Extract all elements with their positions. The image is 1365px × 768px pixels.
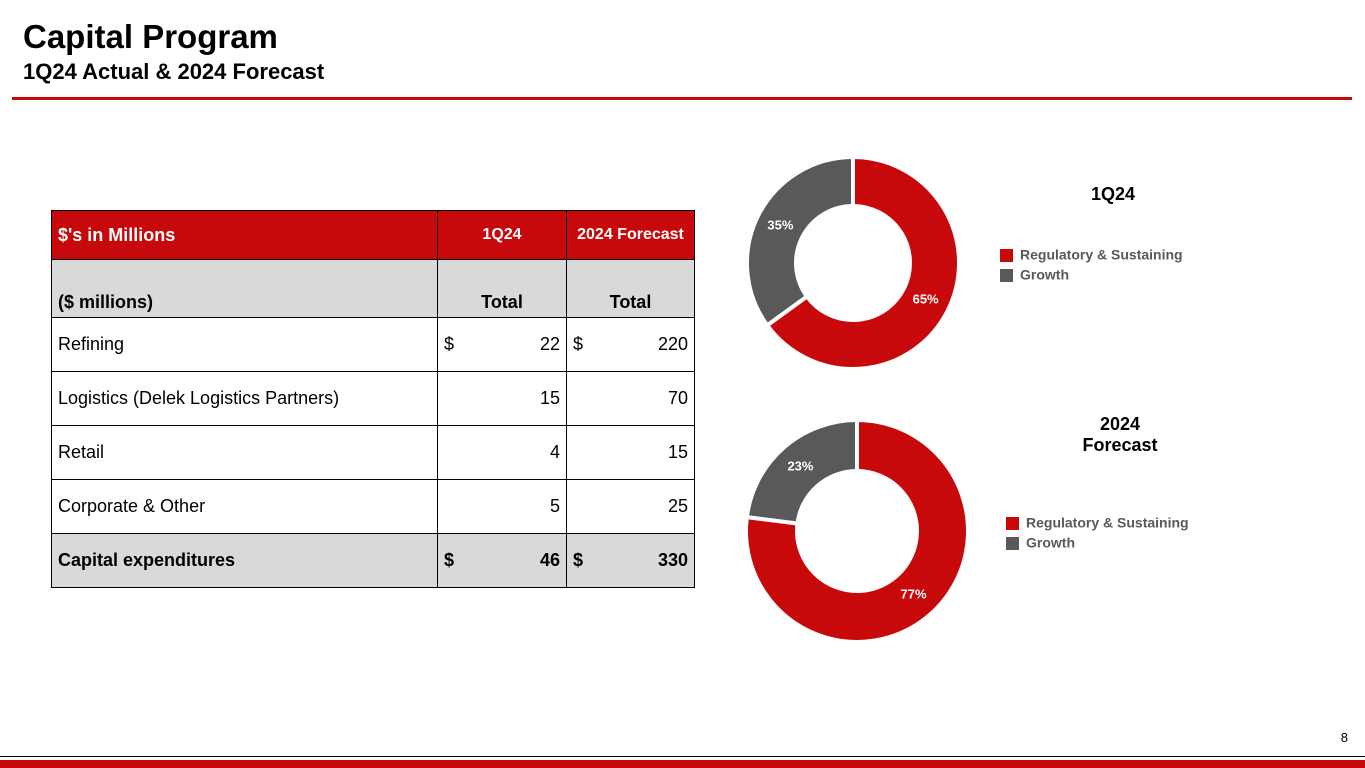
amount: 46 bbox=[539, 550, 560, 570]
value: 15 bbox=[573, 442, 688, 463]
footer-rule bbox=[0, 756, 1365, 757]
donut-slice bbox=[744, 417, 970, 644]
data-label: 77% bbox=[901, 587, 927, 602]
currency: $ bbox=[444, 334, 455, 354]
amount: 220 bbox=[657, 334, 688, 354]
value-cell: 5 bbox=[437, 479, 567, 534]
slide-title: Capital Program bbox=[23, 18, 278, 55]
table-row: Capital expenditures $46 $330 bbox=[51, 533, 695, 588]
amount: 5 bbox=[549, 496, 560, 516]
row-label: Corporate & Other bbox=[51, 479, 438, 534]
subheader-cell: ($ millions) bbox=[51, 259, 438, 318]
value-cell: $46 bbox=[437, 533, 567, 588]
table-row: Refining $22 $220 bbox=[51, 317, 695, 372]
amount: 4 bbox=[549, 442, 560, 462]
subheader-cell: Total bbox=[437, 259, 567, 318]
value: $330 bbox=[573, 550, 688, 571]
header-cell: 1Q24 bbox=[437, 210, 567, 260]
value: $46 bbox=[444, 550, 560, 571]
subheader-row: ($ millions) Total Total bbox=[51, 259, 695, 318]
amount: 70 bbox=[667, 388, 688, 408]
value-cell: 15 bbox=[437, 371, 567, 426]
table-row: Corporate & Other 5 25 bbox=[51, 479, 695, 534]
value-cell: $220 bbox=[566, 317, 695, 372]
value-cell: $330 bbox=[566, 533, 695, 588]
currency: $ bbox=[573, 334, 584, 354]
row-label: Capital expenditures bbox=[51, 533, 438, 588]
legend-label: Regulatory & Sustaining bbox=[1026, 515, 1189, 531]
amount: 15 bbox=[539, 388, 560, 408]
data-label: 23% bbox=[787, 458, 813, 473]
page-number: 8 bbox=[1340, 730, 1348, 745]
donut-slice bbox=[744, 417, 859, 526]
legend-swatch bbox=[1000, 269, 1013, 282]
row-label: Logistics (Delek Logistics Partners) bbox=[51, 371, 438, 426]
legend-label: Regulatory & Sustaining bbox=[1020, 247, 1183, 263]
footer-bar bbox=[0, 760, 1365, 768]
value-cell: $22 bbox=[437, 317, 567, 372]
legend-label: Growth bbox=[1020, 267, 1069, 283]
legend-label: Growth bbox=[1026, 535, 1075, 551]
value: 15 bbox=[444, 388, 560, 409]
amount: 25 bbox=[667, 496, 688, 516]
value: 4 bbox=[444, 442, 560, 463]
amount: 15 bbox=[667, 442, 688, 462]
value: 5 bbox=[444, 496, 560, 517]
value: 70 bbox=[573, 388, 688, 409]
donut-slice bbox=[745, 154, 855, 329]
table-row: Retail 4 15 bbox=[51, 425, 695, 480]
currency: $ bbox=[573, 550, 584, 570]
legend-swatch bbox=[1006, 537, 1019, 550]
title-rule bbox=[12, 97, 1352, 100]
data-label: 65% bbox=[913, 291, 939, 306]
amount: 330 bbox=[657, 550, 688, 570]
table-row: Logistics (Delek Logistics Partners) 15 70 bbox=[51, 371, 695, 426]
chart-title: 2024 Forecast bbox=[1082, 414, 1158, 455]
legend-swatch bbox=[1006, 517, 1019, 530]
capex-table: $'s in Millions 1Q24 2024 Forecast ($ milli… bbox=[51, 210, 695, 588]
header-cell: 2024 Forecast bbox=[566, 210, 695, 260]
amount: 22 bbox=[539, 334, 560, 354]
header-row: $'s in Millions 1Q24 2024 Forecast bbox=[51, 210, 695, 260]
value: $22 bbox=[444, 334, 560, 355]
subheader-cell: Total bbox=[566, 259, 695, 318]
donut-slice bbox=[764, 154, 961, 371]
chart-title: 1Q24 bbox=[1090, 184, 1136, 204]
value-cell: 4 bbox=[437, 425, 567, 480]
legend-swatch bbox=[1000, 249, 1013, 262]
value: 25 bbox=[573, 496, 688, 517]
currency: $ bbox=[444, 550, 455, 570]
data-label: 35% bbox=[767, 217, 793, 232]
slide-subtitle: 1Q24 Actual & 2024 Forecast bbox=[23, 59, 325, 84]
value-cell: 25 bbox=[566, 479, 695, 534]
value: $220 bbox=[573, 334, 688, 355]
